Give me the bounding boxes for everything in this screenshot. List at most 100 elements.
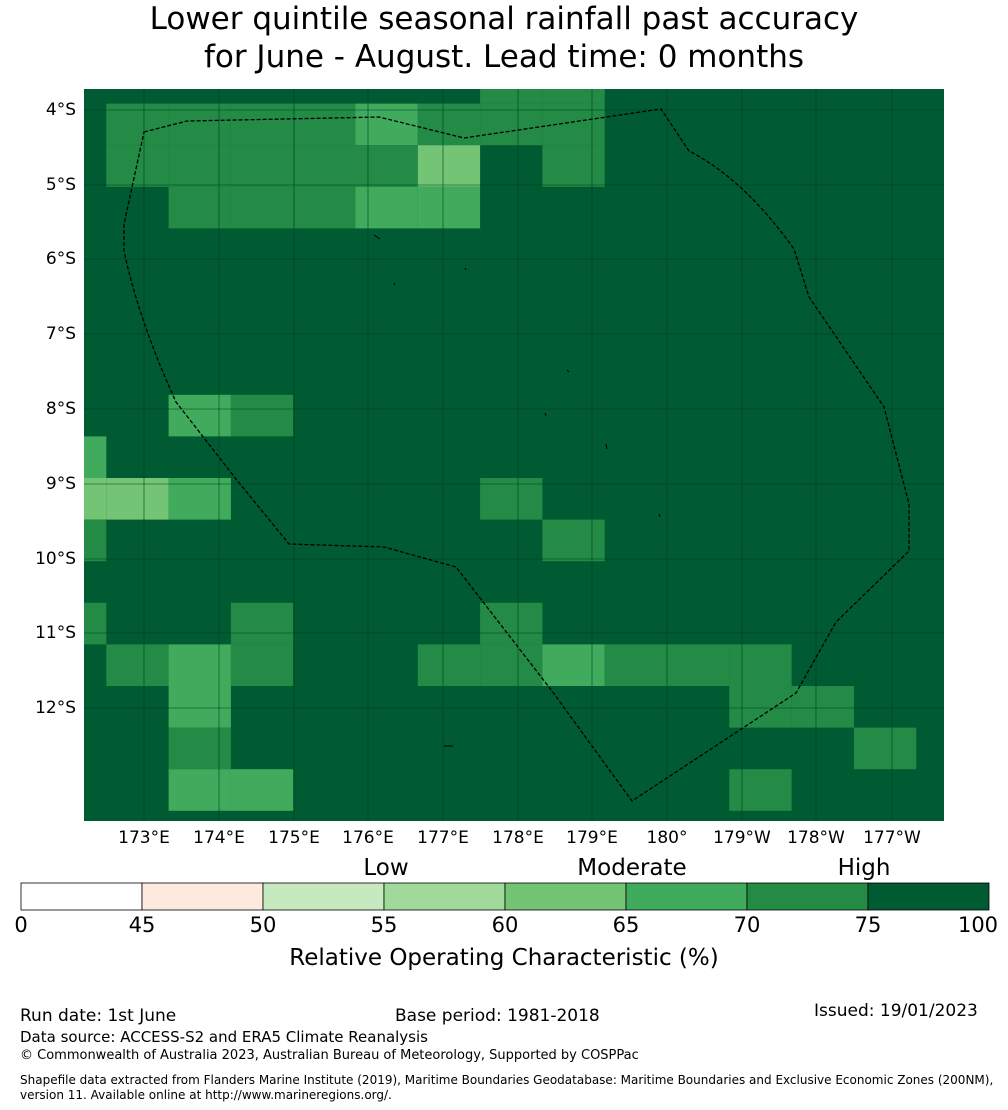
- map-cell: [168, 644, 231, 686]
- map-cell: [230, 103, 294, 146]
- lon-label: 178°E: [492, 828, 544, 848]
- map-cell: [230, 644, 294, 686]
- map-cell: [293, 103, 356, 146]
- lon-label: 177°E: [417, 828, 469, 848]
- map-cell: [417, 103, 481, 146]
- map-cell: [417, 145, 481, 187]
- map-cell: [853, 727, 917, 770]
- colorbar-tick-label: 65: [612, 913, 640, 937]
- colorbar-tick-label: 100: [957, 913, 999, 937]
- lat-label: 10°S: [35, 549, 76, 569]
- island: [544, 412, 547, 417]
- map-cell: [355, 145, 418, 187]
- lat-label: 4°S: [45, 100, 76, 120]
- map-cell: [542, 103, 605, 146]
- colorbar-bin: [746, 882, 869, 911]
- map-cell: [791, 686, 854, 728]
- accuracy-map: [84, 89, 944, 821]
- colorbar-tick-label: 55: [370, 913, 398, 937]
- lon-label: 173°E: [118, 828, 170, 848]
- map-cell: [168, 145, 231, 187]
- map-cell: [604, 644, 667, 686]
- island: [373, 234, 381, 240]
- colorbar-title: Relative Operating Characteristic (%): [289, 945, 719, 971]
- shapefile-notice: Shapefile data extracted from Flanders M…: [20, 1073, 994, 1102]
- lat-label: 12°S: [35, 698, 76, 718]
- map-cell: [729, 644, 792, 686]
- lat-label: 9°S: [45, 474, 76, 494]
- colorbar-tick-label: 70: [733, 913, 761, 937]
- map-cell: [542, 644, 605, 686]
- title-line-1: Lower quintile seasonal rainfall past ac…: [149, 1, 859, 37]
- map-gridlines: [84, 89, 944, 821]
- map-cell: [542, 519, 605, 562]
- map-cell: [667, 644, 730, 686]
- map-cell: [417, 644, 481, 686]
- map-cell: [168, 727, 231, 770]
- eez-boundary: [123, 108, 910, 802]
- map-cells: [84, 89, 917, 811]
- islands: [373, 234, 661, 747]
- map-cell: [230, 145, 294, 187]
- colorbar-bin: [141, 882, 264, 911]
- base-period: Base period: 1981-2018: [395, 1006, 600, 1026]
- colorbar-bin: [20, 882, 143, 911]
- map-cell: [84, 519, 107, 562]
- map-cell: [355, 186, 418, 229]
- map-cell: [168, 478, 231, 520]
- map-cell: [106, 478, 169, 520]
- lon-label: 179°E: [566, 828, 618, 848]
- map-cell: [84, 602, 107, 645]
- colorbar-bin: [867, 882, 990, 911]
- colorbar-tick-label: 60: [491, 913, 519, 937]
- map-cell: [480, 89, 543, 104]
- lon-label: 180°: [646, 828, 688, 848]
- category-low-label: Low: [363, 855, 409, 881]
- colorbar-tick-label: 0: [14, 913, 28, 937]
- lon-label: 175°E: [268, 828, 320, 848]
- map-cell: [230, 769, 294, 811]
- colorbar-bin: [262, 882, 385, 911]
- map-cell: [106, 145, 169, 187]
- category-high-label: High: [837, 855, 891, 881]
- map-cell: [480, 103, 543, 146]
- lon-label: 178°W: [787, 828, 845, 848]
- colorbar: [20, 882, 990, 911]
- map-cell: [230, 394, 294, 437]
- map-cell: [542, 145, 605, 187]
- lon-label: 176°E: [342, 828, 394, 848]
- lon-label: 179°W: [713, 828, 771, 848]
- copyright-notice: © Commonwealth of Australia 2023, Austra…: [20, 1048, 639, 1063]
- map-cell: [480, 478, 543, 520]
- data-source: Data source: ACCESS-S2 and ERA5 Climate …: [20, 1028, 428, 1046]
- lat-label: 8°S: [45, 399, 76, 419]
- map-title: Lower quintile seasonal rainfall past ac…: [0, 0, 1008, 76]
- map-cell: [230, 602, 294, 645]
- island: [393, 282, 396, 286]
- lat-label: 11°S: [35, 623, 76, 643]
- map-cell: [293, 145, 356, 187]
- lat-label: 7°S: [45, 324, 76, 344]
- map-cell: [729, 769, 792, 811]
- colorbar-tick-label: 75: [854, 913, 882, 937]
- map-cell: [168, 769, 231, 811]
- colorbar-bin: [625, 882, 748, 911]
- colorbar-bin: [504, 882, 627, 911]
- map-cell: [293, 186, 356, 229]
- island: [566, 369, 570, 373]
- map-cell: [417, 186, 481, 229]
- colorbar-tick-label: 50: [249, 913, 277, 937]
- map-cell: [542, 89, 605, 104]
- title-line-2: for June - August. Lead time: 0 months: [203, 39, 805, 75]
- island: [464, 267, 467, 271]
- island: [605, 443, 608, 450]
- map-cell: [480, 602, 543, 645]
- island: [658, 513, 661, 518]
- map-cell: [168, 686, 231, 728]
- run-date: Run date: 1st June: [20, 1006, 177, 1026]
- map-cell: [84, 478, 107, 520]
- lon-label: 177°W: [863, 828, 921, 848]
- map-cell: [168, 186, 231, 229]
- lat-label: 5°S: [45, 175, 76, 195]
- map-cell: [106, 103, 169, 146]
